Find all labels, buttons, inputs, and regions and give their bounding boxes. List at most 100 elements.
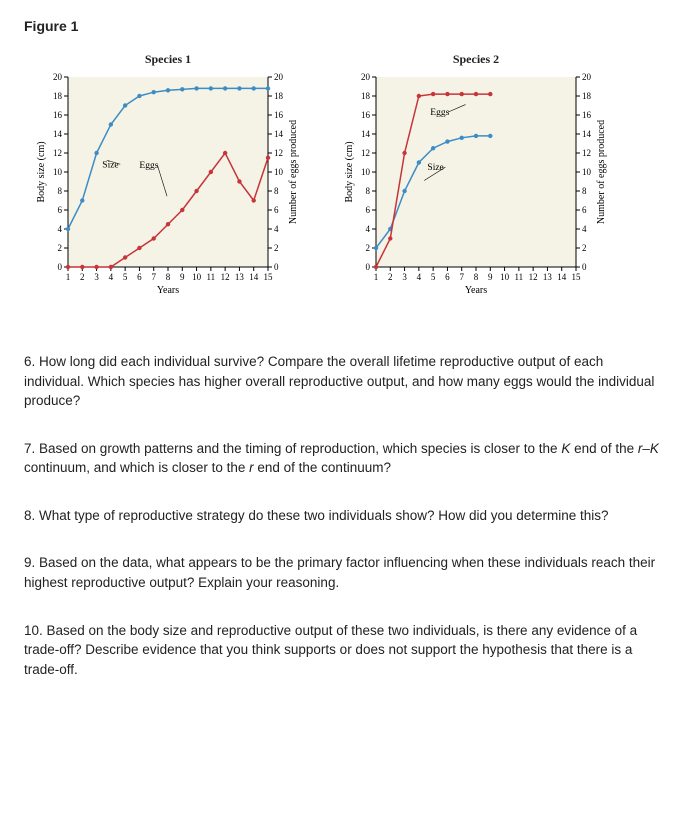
svg-text:16: 16 xyxy=(361,110,371,120)
svg-text:5: 5 xyxy=(123,272,128,282)
svg-text:4: 4 xyxy=(274,224,279,234)
svg-text:18: 18 xyxy=(361,91,371,101)
svg-text:10: 10 xyxy=(53,167,63,177)
svg-text:Number of eggs produced: Number of eggs produced xyxy=(596,120,607,224)
q7-d: end of the continuum? xyxy=(254,460,391,475)
svg-text:12: 12 xyxy=(361,148,370,158)
svg-text:9: 9 xyxy=(180,272,185,282)
svg-text:Number of eggs produced: Number of eggs produced xyxy=(288,120,299,224)
svg-text:4: 4 xyxy=(582,224,587,234)
question-9: 9. Based on the data, what appears to be… xyxy=(24,553,659,592)
svg-text:14: 14 xyxy=(557,272,567,282)
svg-text:Years: Years xyxy=(465,285,487,296)
svg-text:10: 10 xyxy=(274,167,284,177)
svg-text:Eggs: Eggs xyxy=(430,108,449,118)
svg-text:16: 16 xyxy=(582,110,592,120)
svg-text:18: 18 xyxy=(582,91,592,101)
svg-text:4: 4 xyxy=(366,224,371,234)
charts-row: Species 1 024681012141618200246810121416… xyxy=(34,52,659,302)
svg-text:5: 5 xyxy=(431,272,436,282)
chart1-svg: 0246810121416182002468101214161820123456… xyxy=(34,71,302,297)
svg-text:0: 0 xyxy=(366,262,371,272)
svg-text:10: 10 xyxy=(361,167,371,177)
svg-text:1: 1 xyxy=(374,272,379,282)
svg-text:8: 8 xyxy=(166,272,171,282)
svg-text:6: 6 xyxy=(366,205,371,215)
svg-text:3: 3 xyxy=(94,272,99,282)
svg-text:10: 10 xyxy=(582,167,592,177)
svg-text:12: 12 xyxy=(53,148,62,158)
svg-text:20: 20 xyxy=(274,72,284,82)
svg-text:10: 10 xyxy=(192,272,202,282)
svg-text:2: 2 xyxy=(388,272,393,282)
q7-a: 7. Based on growth patterns and the timi… xyxy=(24,441,561,456)
chart2-title: Species 2 xyxy=(342,52,610,67)
svg-text:4: 4 xyxy=(109,272,114,282)
svg-text:14: 14 xyxy=(582,129,592,139)
svg-text:Years: Years xyxy=(157,285,179,296)
svg-text:Size: Size xyxy=(102,160,118,170)
q7-b: end of the xyxy=(570,441,638,456)
svg-text:3: 3 xyxy=(402,272,407,282)
svg-text:2: 2 xyxy=(366,243,371,253)
svg-text:0: 0 xyxy=(582,262,587,272)
svg-text:6: 6 xyxy=(582,205,587,215)
svg-text:Body size (cm): Body size (cm) xyxy=(36,141,47,202)
svg-text:7: 7 xyxy=(151,272,156,282)
figure-title: Figure 1 xyxy=(24,18,659,34)
chart2-svg: 0246810121416182002468101214161820123456… xyxy=(342,71,610,297)
q7-K: K xyxy=(561,441,570,456)
svg-text:6: 6 xyxy=(58,205,63,215)
svg-text:12: 12 xyxy=(221,272,230,282)
svg-text:8: 8 xyxy=(582,186,587,196)
svg-text:13: 13 xyxy=(543,272,553,282)
svg-text:18: 18 xyxy=(53,91,63,101)
svg-text:11: 11 xyxy=(515,272,524,282)
svg-text:16: 16 xyxy=(274,110,284,120)
svg-text:12: 12 xyxy=(582,148,591,158)
svg-text:15: 15 xyxy=(572,272,582,282)
svg-text:20: 20 xyxy=(361,72,371,82)
svg-text:8: 8 xyxy=(366,186,371,196)
svg-text:8: 8 xyxy=(58,186,63,196)
svg-text:6: 6 xyxy=(137,272,142,282)
question-6: 6. How long did each individual survive?… xyxy=(24,352,659,411)
svg-text:20: 20 xyxy=(582,72,592,82)
svg-text:14: 14 xyxy=(361,129,371,139)
svg-text:13: 13 xyxy=(235,272,245,282)
svg-text:8: 8 xyxy=(274,186,279,196)
q7-rK: r–K xyxy=(638,441,659,456)
chart-species1: Species 1 024681012141618200246810121416… xyxy=(34,52,302,302)
svg-text:18: 18 xyxy=(274,91,284,101)
question-10: 10. Based on the body size and reproduct… xyxy=(24,621,659,680)
svg-text:4: 4 xyxy=(58,224,63,234)
svg-text:0: 0 xyxy=(274,262,279,272)
svg-text:6: 6 xyxy=(274,205,279,215)
svg-text:12: 12 xyxy=(529,272,538,282)
svg-text:0: 0 xyxy=(58,262,63,272)
svg-text:Body size (cm): Body size (cm) xyxy=(344,141,355,202)
svg-text:8: 8 xyxy=(474,272,479,282)
svg-text:7: 7 xyxy=(459,272,464,282)
question-8: 8. What type of reproductive strategy do… xyxy=(24,506,659,526)
svg-text:2: 2 xyxy=(80,272,85,282)
svg-text:10: 10 xyxy=(500,272,510,282)
svg-text:15: 15 xyxy=(264,272,274,282)
svg-text:9: 9 xyxy=(488,272,493,282)
q7-c: continuum, and which is closer to the xyxy=(24,460,249,475)
svg-text:2: 2 xyxy=(582,243,587,253)
svg-text:4: 4 xyxy=(417,272,422,282)
svg-text:14: 14 xyxy=(274,129,284,139)
svg-text:Size: Size xyxy=(427,163,443,173)
svg-text:1: 1 xyxy=(66,272,71,282)
svg-text:12: 12 xyxy=(274,148,283,158)
svg-text:2: 2 xyxy=(274,243,279,253)
svg-text:2: 2 xyxy=(58,243,63,253)
svg-text:14: 14 xyxy=(249,272,259,282)
svg-text:14: 14 xyxy=(53,129,63,139)
question-7: 7. Based on growth patterns and the timi… xyxy=(24,439,659,478)
svg-text:6: 6 xyxy=(445,272,450,282)
svg-text:16: 16 xyxy=(53,110,63,120)
questions: 6. How long did each individual survive?… xyxy=(24,352,659,679)
chart1-title: Species 1 xyxy=(34,52,302,67)
